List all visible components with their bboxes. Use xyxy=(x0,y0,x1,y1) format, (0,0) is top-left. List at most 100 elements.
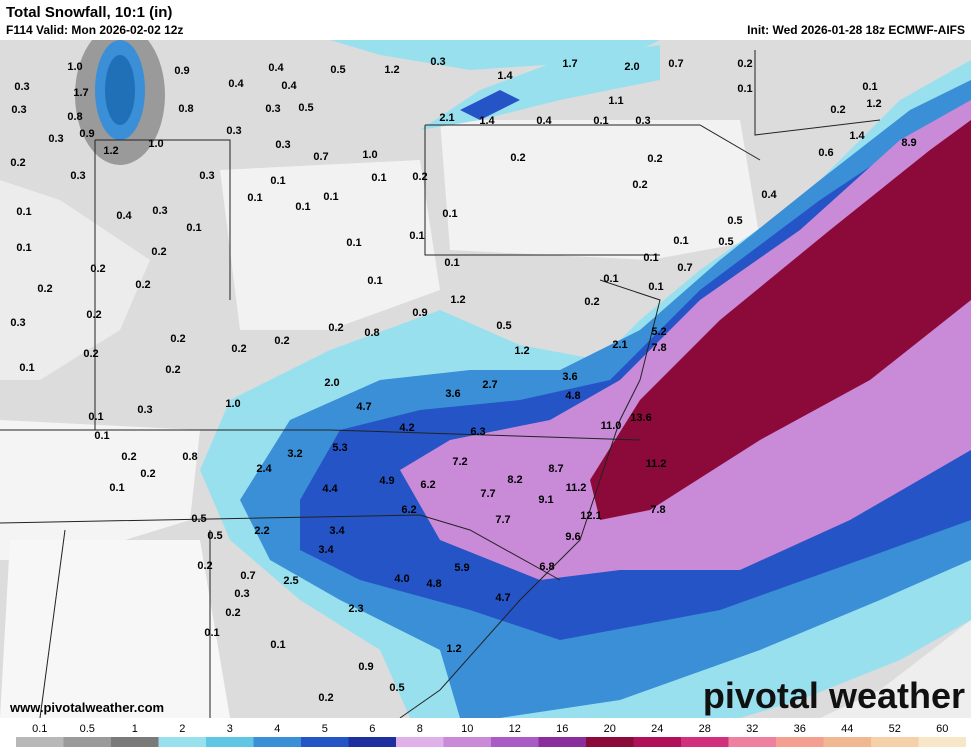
snow-amount: 0.7 xyxy=(240,570,255,582)
colorbar-swatch xyxy=(16,737,64,747)
snow-amount: 0.4 xyxy=(761,189,777,201)
snow-amount: 0.1 xyxy=(88,411,103,423)
snow-amount: 0.2 xyxy=(140,468,155,480)
snow-amount: 6.2 xyxy=(420,479,435,491)
snow-amount: 0.6 xyxy=(818,147,833,159)
snow-amount: 0.1 xyxy=(323,191,338,203)
snow-amount: 1.0 xyxy=(362,149,377,161)
snow-amount: 0.9 xyxy=(412,307,427,319)
snow-amount: 0.9 xyxy=(79,128,94,140)
snow-amount: 2.2 xyxy=(254,525,269,537)
snow-amount: 3.4 xyxy=(329,525,345,537)
snow-amount: 6.8 xyxy=(539,561,554,573)
snow-amount: 0.3 xyxy=(234,588,249,600)
snow-amount: 1.2 xyxy=(450,294,465,306)
snow-amount: 0.2 xyxy=(10,157,25,169)
colorbar-label: 24 xyxy=(651,723,663,735)
snow-amount: 0.2 xyxy=(274,335,289,347)
colorbar-swatch xyxy=(63,737,111,747)
snow-amount: 2.5 xyxy=(283,575,298,587)
snow-amount: 0.5 xyxy=(718,236,733,248)
snow-amount: 1.2 xyxy=(866,98,881,110)
snow-amount: 2.0 xyxy=(624,61,639,73)
snow-amount: 4.9 xyxy=(379,475,394,487)
snow-amount: 2.7 xyxy=(482,379,497,391)
colorbar-swatch xyxy=(396,737,444,747)
colorbar-swatch xyxy=(823,737,871,747)
snow-amount: 4.0 xyxy=(394,573,409,585)
snow-amount: 0.5 xyxy=(298,102,313,114)
snow-amount: 1.2 xyxy=(384,64,399,76)
snow-amount: 0.2 xyxy=(231,343,246,355)
snow-amount: 0.4 xyxy=(268,62,284,74)
snow-amount: 2.0 xyxy=(324,377,339,389)
snow-amount: 3.6 xyxy=(445,388,460,400)
snow-amount: 0.2 xyxy=(83,348,98,360)
snow-amount: 3.6 xyxy=(562,371,577,383)
snow-amount: 0.5 xyxy=(330,64,345,76)
snow-amount: 0.1 xyxy=(371,172,386,184)
colorbar-label: 1 xyxy=(132,723,138,735)
colorbar-label: 60 xyxy=(936,723,948,735)
snow-amount: 0.1 xyxy=(247,192,262,204)
snow-amount: 0.3 xyxy=(226,125,241,137)
snow-amount: 0.2 xyxy=(830,104,845,116)
snow-amount: 0.5 xyxy=(389,682,404,694)
snow-amount: 0.1 xyxy=(673,235,688,247)
snow-amount: 0.3 xyxy=(70,170,85,182)
snow-amount: 0.1 xyxy=(367,275,382,287)
snow-amount: 0.2 xyxy=(37,283,52,295)
snow-amount: 5.9 xyxy=(454,562,469,574)
snow-amount: 0.2 xyxy=(318,692,333,704)
snow-amount: 0.4 xyxy=(536,115,552,127)
colorbar-label: 6 xyxy=(369,723,375,735)
snow-amount: 7.7 xyxy=(495,514,510,526)
snow-amount: 0.3 xyxy=(635,115,650,127)
snow-amount: 4.7 xyxy=(495,592,510,604)
snow-labels: 1.0 0.9 0.40.4 0.40.5 1.20.31.41.7 2.0 0.7 0.20… xyxy=(10,56,916,704)
snow-amount: 0.7 xyxy=(313,151,328,163)
snow-amount: 0.1 xyxy=(409,230,424,242)
colorbar-label: 52 xyxy=(889,723,901,735)
snow-amount: 0.1 xyxy=(346,237,361,249)
snow-amount: 0.2 xyxy=(197,560,212,572)
snow-amount: 0.5 xyxy=(496,320,511,332)
snow-amount: 0.8 xyxy=(364,327,379,339)
snow-amount: 4.4 xyxy=(322,483,338,495)
snow-amount: 8.2 xyxy=(507,474,522,486)
snow-amount: 4.8 xyxy=(426,578,441,590)
snow-amount: 0.2 xyxy=(151,246,166,258)
snow-amount: 0.5 xyxy=(207,530,222,542)
snow-amount: 1.7 xyxy=(562,58,577,70)
colorbar-swatch xyxy=(681,737,729,747)
snow-amount: 0.1 xyxy=(109,482,124,494)
colorbar-label: 20 xyxy=(604,723,616,735)
snow-amount: 0.2 xyxy=(328,322,343,334)
colorbar: 0.1 0.5 1 2 3 4 5 6 8 10 12 16 20 24 28 32 36 44 52 60 xyxy=(0,718,971,750)
snow-amount: 1.0 xyxy=(148,138,163,150)
snow-amount: 11.2 xyxy=(566,482,587,494)
snow-amount: 0.1 xyxy=(204,627,219,639)
snow-amount: 0.3 xyxy=(11,104,26,116)
snow-amount: 0.1 xyxy=(19,362,34,374)
colorbar-swatch xyxy=(776,737,824,747)
snow-amount: 0.1 xyxy=(295,201,310,213)
snow-amount: 4.7 xyxy=(356,401,371,413)
snow-amount: 0.1 xyxy=(643,252,658,264)
snow-amount: 11.0 xyxy=(601,420,622,432)
snow-amount: 0.1 xyxy=(648,281,663,293)
snow-amount: 0.2 xyxy=(510,152,525,164)
snow-amount: 0.1 xyxy=(16,206,31,218)
snow-amount: 7.2 xyxy=(452,456,467,468)
snow-amount: 3.2 xyxy=(287,448,302,460)
snow-amount: 0.1 xyxy=(593,115,608,127)
brand-logo: pivotal weather xyxy=(703,675,965,716)
snow-amount: 1.1 xyxy=(608,95,623,107)
snow-amount: 0.2 xyxy=(165,364,180,376)
colorbar-swatch xyxy=(728,737,776,747)
snow-amount: 0.1 xyxy=(442,208,457,220)
colorbar-label: 10 xyxy=(461,723,473,735)
snow-amount: 1.0 xyxy=(67,61,82,73)
colorbar-label: 32 xyxy=(746,723,758,735)
